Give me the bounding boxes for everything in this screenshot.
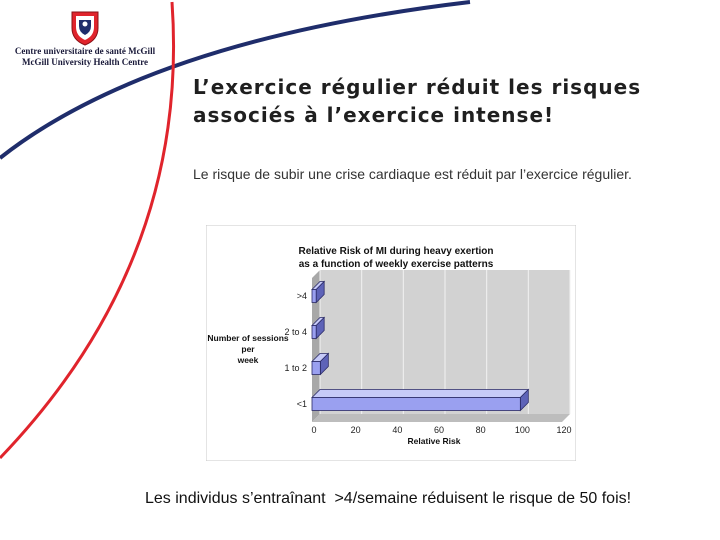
- institution-logo: Centre universitaire de santé McGill McG…: [10, 10, 160, 68]
- bar-front-face: [311, 325, 317, 339]
- x-tick-label: 120: [556, 425, 571, 435]
- x-tick-label: 40: [392, 425, 402, 435]
- plot-area-side-wall: [312, 270, 320, 422]
- bar: [311, 352, 330, 376]
- institution-name-fr: Centre universitaire de santé McGill: [14, 46, 156, 56]
- y-tick-label: <1: [297, 399, 307, 409]
- y-tick-label: >4: [297, 291, 307, 301]
- mcgill-shield-logo-icon: [71, 11, 99, 46]
- x-tick-label: 0: [311, 425, 316, 435]
- x-tick-label: 20: [351, 425, 361, 435]
- y-axis-label-line-3: week: [237, 355, 259, 365]
- bar-top-face: [311, 389, 530, 398]
- red-arc: [0, 1, 176, 460]
- slide-title: L’exercice régulier réduit les risques a…: [193, 75, 642, 127]
- navy-arc: [0, 0, 471, 160]
- slide-footer-text: Les individus s’entraînant >4/semaine ré…: [145, 490, 632, 507]
- relative-risk-chart: Relative Risk of MI during heavy exertio…: [206, 225, 576, 461]
- institution-name-en: McGill University Health Centre: [21, 57, 149, 67]
- bar-front-face: [311, 289, 317, 303]
- y-axis-label-line-2: per: [241, 344, 255, 354]
- chart-title-line-1: Relative Risk of MI during heavy exertio…: [298, 246, 493, 257]
- x-axis-label: Relative Risk: [408, 436, 461, 446]
- bar-front-face: [311, 361, 321, 375]
- plot-area-floor: [312, 414, 570, 422]
- y-axis-label-line-1: Number of sessions: [207, 333, 289, 343]
- slide-body-text: Le risque de subir une crise cardiaque e…: [193, 166, 632, 182]
- x-tick-label: 60: [434, 425, 444, 435]
- y-tick-label: 2 to 4: [284, 327, 307, 337]
- y-tick-label: 1 to 2: [284, 363, 307, 373]
- bar: [311, 388, 530, 412]
- bar: [311, 316, 326, 340]
- chart-title-line-2: as a function of weekly exercise pattern…: [299, 259, 494, 270]
- bar-front-face: [311, 397, 521, 411]
- bar: [311, 280, 326, 304]
- x-tick-label: 100: [515, 425, 530, 435]
- x-tick-label: 80: [476, 425, 486, 435]
